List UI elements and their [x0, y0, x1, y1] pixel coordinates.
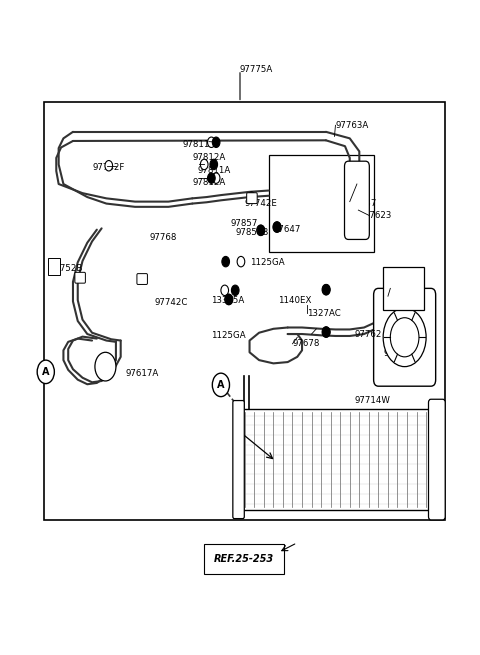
Circle shape [390, 318, 419, 357]
FancyBboxPatch shape [75, 272, 85, 283]
Circle shape [273, 222, 281, 233]
Text: 97856B: 97856B [235, 229, 269, 237]
FancyBboxPatch shape [137, 274, 147, 284]
Circle shape [212, 173, 220, 183]
Text: 97742E: 97742E [245, 199, 277, 208]
Circle shape [231, 285, 239, 295]
Circle shape [212, 137, 220, 147]
Circle shape [212, 373, 229, 397]
FancyBboxPatch shape [429, 400, 445, 520]
Text: 1140EX: 1140EX [278, 295, 312, 305]
Text: 97768: 97768 [149, 233, 177, 242]
Text: 97647: 97647 [274, 225, 301, 234]
Text: 97763A: 97763A [336, 121, 369, 130]
Circle shape [225, 294, 232, 305]
Text: 1125GA: 1125GA [211, 331, 246, 340]
Text: 97752B: 97752B [49, 265, 83, 273]
Text: A: A [217, 380, 225, 390]
Text: 97737: 97737 [350, 199, 377, 208]
FancyBboxPatch shape [345, 161, 369, 240]
Text: A: A [42, 367, 49, 377]
Circle shape [237, 256, 245, 267]
Circle shape [95, 352, 116, 381]
Circle shape [322, 284, 330, 295]
Circle shape [210, 159, 217, 170]
FancyBboxPatch shape [383, 267, 424, 310]
FancyBboxPatch shape [233, 401, 244, 519]
Circle shape [207, 173, 215, 183]
Circle shape [222, 256, 229, 267]
Circle shape [257, 225, 264, 236]
Text: 97788A: 97788A [383, 291, 417, 301]
Circle shape [221, 285, 228, 295]
Circle shape [37, 360, 54, 384]
Text: 97714W: 97714W [355, 396, 390, 405]
Text: 1125GA: 1125GA [250, 258, 284, 267]
Circle shape [207, 137, 215, 147]
Circle shape [225, 294, 233, 305]
FancyBboxPatch shape [373, 288, 436, 386]
Circle shape [323, 284, 330, 295]
Circle shape [322, 327, 330, 337]
Circle shape [248, 192, 255, 202]
Circle shape [200, 159, 208, 170]
Text: 13395A: 13395A [211, 295, 245, 305]
Circle shape [323, 327, 330, 337]
Text: REF.25-253: REF.25-253 [214, 554, 274, 564]
Text: 97811A: 97811A [197, 166, 230, 176]
Circle shape [274, 222, 281, 233]
Text: 97762: 97762 [355, 329, 382, 339]
Text: 97623: 97623 [364, 211, 392, 220]
Text: 97811C: 97811C [183, 140, 216, 149]
FancyBboxPatch shape [48, 258, 60, 275]
Text: 97812A: 97812A [192, 153, 226, 162]
Text: 97701: 97701 [383, 349, 410, 358]
Text: 97742F: 97742F [92, 163, 124, 172]
FancyBboxPatch shape [240, 409, 431, 510]
Text: 97742C: 97742C [154, 298, 188, 307]
Text: 97678: 97678 [292, 339, 320, 348]
Text: 97857: 97857 [230, 219, 258, 228]
Text: 97812A: 97812A [192, 178, 226, 187]
Text: 97775A: 97775A [240, 66, 273, 75]
Circle shape [383, 308, 426, 367]
Text: 97617A: 97617A [125, 369, 159, 378]
Circle shape [105, 160, 113, 171]
Text: 1327AC: 1327AC [307, 309, 341, 318]
Circle shape [257, 225, 265, 236]
FancyBboxPatch shape [247, 193, 257, 204]
